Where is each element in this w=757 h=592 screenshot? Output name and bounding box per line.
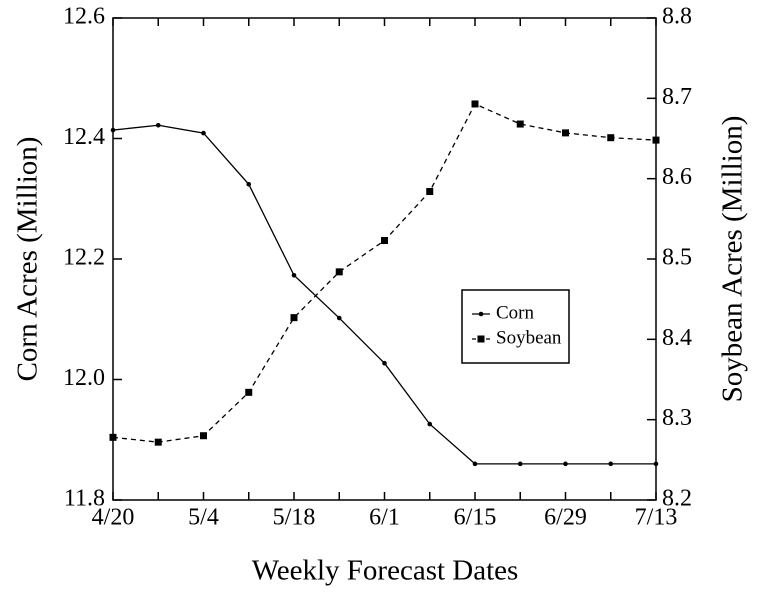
marker	[607, 134, 615, 142]
y2-axis-label: Soybean Acres (Million)	[717, 116, 749, 403]
marker	[291, 272, 297, 278]
marker	[653, 461, 659, 467]
marker	[200, 432, 207, 440]
marker	[472, 461, 478, 467]
marker	[477, 335, 485, 343]
marker	[516, 120, 524, 128]
y2-tick-label: 8.4	[662, 325, 692, 351]
x-axis-label: Weekly Forecast Dates	[252, 555, 519, 587]
marker	[110, 127, 116, 133]
marker	[246, 181, 252, 187]
marker	[155, 122, 161, 128]
marker	[562, 129, 569, 137]
x-tick-label: 5/4	[188, 505, 219, 531]
y2-tick-label: 8.8	[662, 4, 692, 30]
y2-tick-label: 8.2	[662, 486, 692, 512]
y-tick-label: 12.2	[63, 245, 105, 271]
y2-tick-label: 8.7	[662, 84, 692, 110]
series-line	[112, 103, 657, 443]
marker	[478, 311, 484, 317]
legend-label: Soybean	[496, 327, 562, 348]
y2-tick-label: 8.5	[662, 245, 692, 271]
legend-label: Corn	[496, 302, 535, 323]
y2-tick-label: 8.6	[662, 164, 692, 190]
marker	[517, 461, 523, 467]
x-tick-label: 4/20	[92, 505, 135, 531]
marker	[427, 421, 433, 427]
legend: Corn Soybean	[461, 289, 570, 364]
series-line	[112, 124, 656, 465]
x-tick-label: 6/1	[369, 505, 400, 531]
marker	[109, 433, 117, 441]
y-tick-label: 12.4	[63, 124, 105, 150]
marker	[381, 237, 388, 245]
plot-frame	[112, 17, 657, 501]
marker	[426, 188, 434, 196]
marker	[336, 315, 342, 321]
legend-box	[461, 289, 570, 364]
y-axis-label: Corn Acres (Million)	[12, 137, 44, 382]
x-tick-label: 6/15	[454, 505, 497, 531]
y-tick-label: 12.0	[63, 365, 105, 391]
marker	[245, 388, 253, 396]
y2-tick-label: 8.3	[662, 405, 692, 431]
marker	[652, 136, 660, 144]
marker	[201, 130, 206, 136]
y-tick-label: 11.8	[64, 486, 105, 512]
marker	[335, 268, 343, 276]
marker	[608, 461, 614, 467]
x-tick-label: 7/13	[635, 505, 678, 531]
x-tick-label: 5/18	[273, 505, 316, 531]
marker	[154, 438, 162, 446]
marker	[290, 314, 298, 322]
marker	[471, 100, 479, 108]
y-tick-label: 12.6	[63, 4, 105, 30]
marker	[382, 360, 387, 366]
x-tick-label: 6/29	[544, 505, 587, 531]
marker	[563, 461, 568, 467]
